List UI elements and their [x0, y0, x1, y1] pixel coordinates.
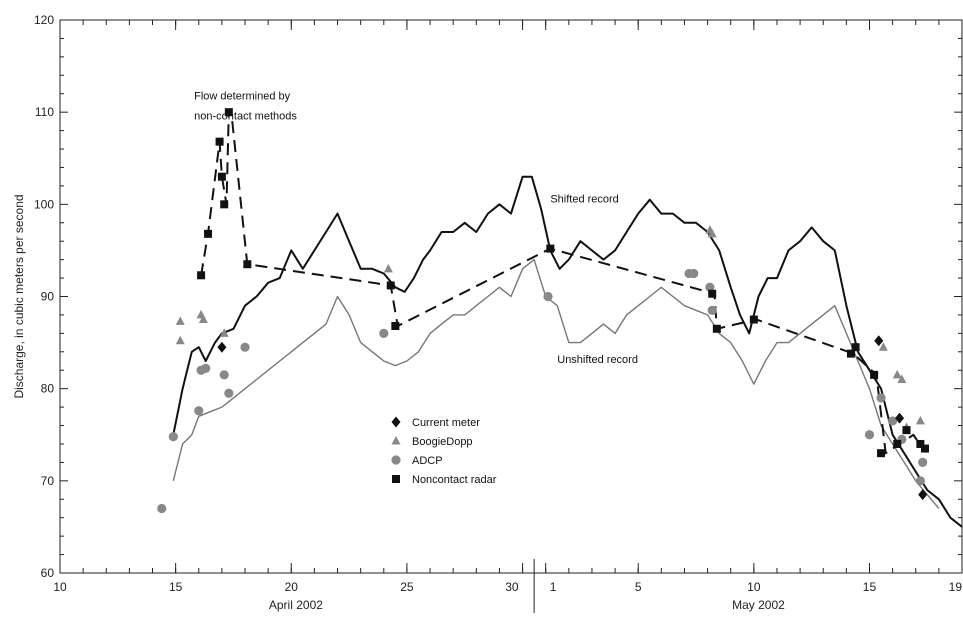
- legend-label: ADCP: [412, 455, 443, 467]
- noncontact-radar-point: [870, 370, 879, 379]
- y-tick-label: 60: [41, 566, 55, 580]
- legend-label: Current meter: [412, 417, 480, 429]
- legend-label: BoogieDopp: [412, 436, 473, 448]
- noncontact-radar-point: [220, 200, 229, 209]
- noncontact-radar-point: [217, 172, 226, 181]
- y-tick-label: 110: [35, 105, 54, 119]
- adcp-point: [918, 457, 928, 467]
- noncontact-radar-point: [877, 449, 886, 458]
- noncontact-radar-point: [215, 137, 224, 146]
- month-label-april: April 2002: [269, 598, 323, 612]
- current-meter-point: [895, 412, 905, 424]
- noncontact-radar-point: [546, 244, 555, 253]
- adcp-point: [543, 291, 553, 302]
- legend-symbol-noncontact-radar: [392, 475, 400, 483]
- boogiedopp-point: [198, 314, 208, 324]
- noncontact-radar-point: [224, 108, 233, 117]
- adcp-point: [201, 363, 211, 373]
- noncontact-radar-point: [846, 349, 855, 358]
- annotation-shifted-record: Shifted record: [550, 193, 618, 205]
- adcp-point: [705, 282, 715, 292]
- month-label-may: May 2002: [732, 598, 785, 612]
- noncontact-radar-point: [902, 426, 911, 435]
- annotations: Flow determined by non-contact methods Shi…: [194, 90, 638, 366]
- noncontact-radar-point: [243, 260, 252, 269]
- noncontact-radar-point: [391, 321, 400, 330]
- adcp-point: [157, 503, 167, 514]
- noncontact-radar-point: [386, 281, 395, 290]
- noncontact-radar-point: [920, 444, 929, 453]
- adcp-point: [864, 430, 875, 440]
- adcp-point: [219, 370, 229, 380]
- x-tick-label: 30: [505, 580, 519, 594]
- boogiedopp-point: [892, 369, 902, 379]
- legend-symbol-adcp: [391, 455, 401, 465]
- noncontact-radar-point: [916, 439, 925, 448]
- noncontact-radar-point: [204, 229, 213, 238]
- boogiedopp-point: [175, 316, 185, 325]
- adcp-point: [707, 305, 717, 315]
- legend: Current meter BoogieDopp ADCP Noncontact ra…: [391, 416, 497, 486]
- plot-markers: [157, 108, 929, 514]
- y-axis-title: Discharge, in cubic meters per second: [12, 194, 26, 398]
- boogiedopp-point: [175, 335, 185, 345]
- boogiedopp-point: [915, 415, 925, 425]
- adcp-point: [876, 393, 886, 403]
- x-tick-label: 10: [747, 580, 761, 594]
- boogiedopp-point: [219, 328, 229, 337]
- boogiedopp-point: [707, 228, 717, 238]
- adcp-point: [888, 416, 898, 426]
- boogiedopp-point: [897, 374, 907, 383]
- x-tick-label: 15: [169, 580, 183, 594]
- x-tick-label: 25: [400, 580, 414, 594]
- current-meter-point: [874, 335, 884, 347]
- annotation-unshifted-record: Unshifted record: [557, 354, 638, 366]
- annotation-flow-line-1: Flow determined by: [194, 90, 290, 102]
- adcp-point: [915, 476, 925, 486]
- shifted-record-line: [172, 175, 963, 528]
- unshifted-record-line: [172, 258, 940, 509]
- x-tick-label: 10: [53, 580, 67, 594]
- y-tick-label: 90: [41, 290, 55, 304]
- x-tick-label: 5: [635, 580, 642, 594]
- x-tick-label: 15: [863, 580, 877, 594]
- noncontact-radar-point: [712, 324, 721, 333]
- adcp-point: [194, 406, 204, 416]
- current-meter-point: [217, 341, 227, 353]
- boogiedopp-point: [383, 263, 393, 273]
- noncontact-radar-point: [893, 439, 902, 448]
- noncontact-radar-point: [197, 271, 206, 280]
- y-tick-label: 120: [34, 13, 54, 27]
- adcp-point: [168, 431, 178, 442]
- legend-symbol-boogiedopp: [391, 436, 401, 445]
- x-tick-label: 1: [550, 580, 557, 594]
- noncontact-radar-point: [749, 315, 758, 324]
- legend-symbol-current-meter: [391, 416, 401, 428]
- x-tick-label: 19: [949, 580, 963, 594]
- annotation-flow-line-2: non-contact methods: [194, 111, 297, 123]
- noncontact-dashed-line: [200, 109, 924, 455]
- adcp-point: [224, 388, 234, 398]
- boogiedopp-point: [878, 342, 888, 351]
- y-tick-label: 80: [41, 382, 55, 396]
- adcp-point: [379, 328, 389, 338]
- noncontact-radar-point: [851, 343, 860, 352]
- adcp-point: [689, 268, 699, 279]
- legend-label: Noncontact radar: [412, 474, 497, 486]
- current-meter-point: [918, 489, 928, 501]
- adcp-point: [240, 342, 250, 352]
- noncontact-radar-point: [708, 289, 717, 298]
- x-tick-label: 20: [285, 580, 299, 594]
- plot-lines: [172, 109, 963, 528]
- y-tick-label: 100: [34, 197, 54, 211]
- y-tick-label: 70: [41, 474, 55, 488]
